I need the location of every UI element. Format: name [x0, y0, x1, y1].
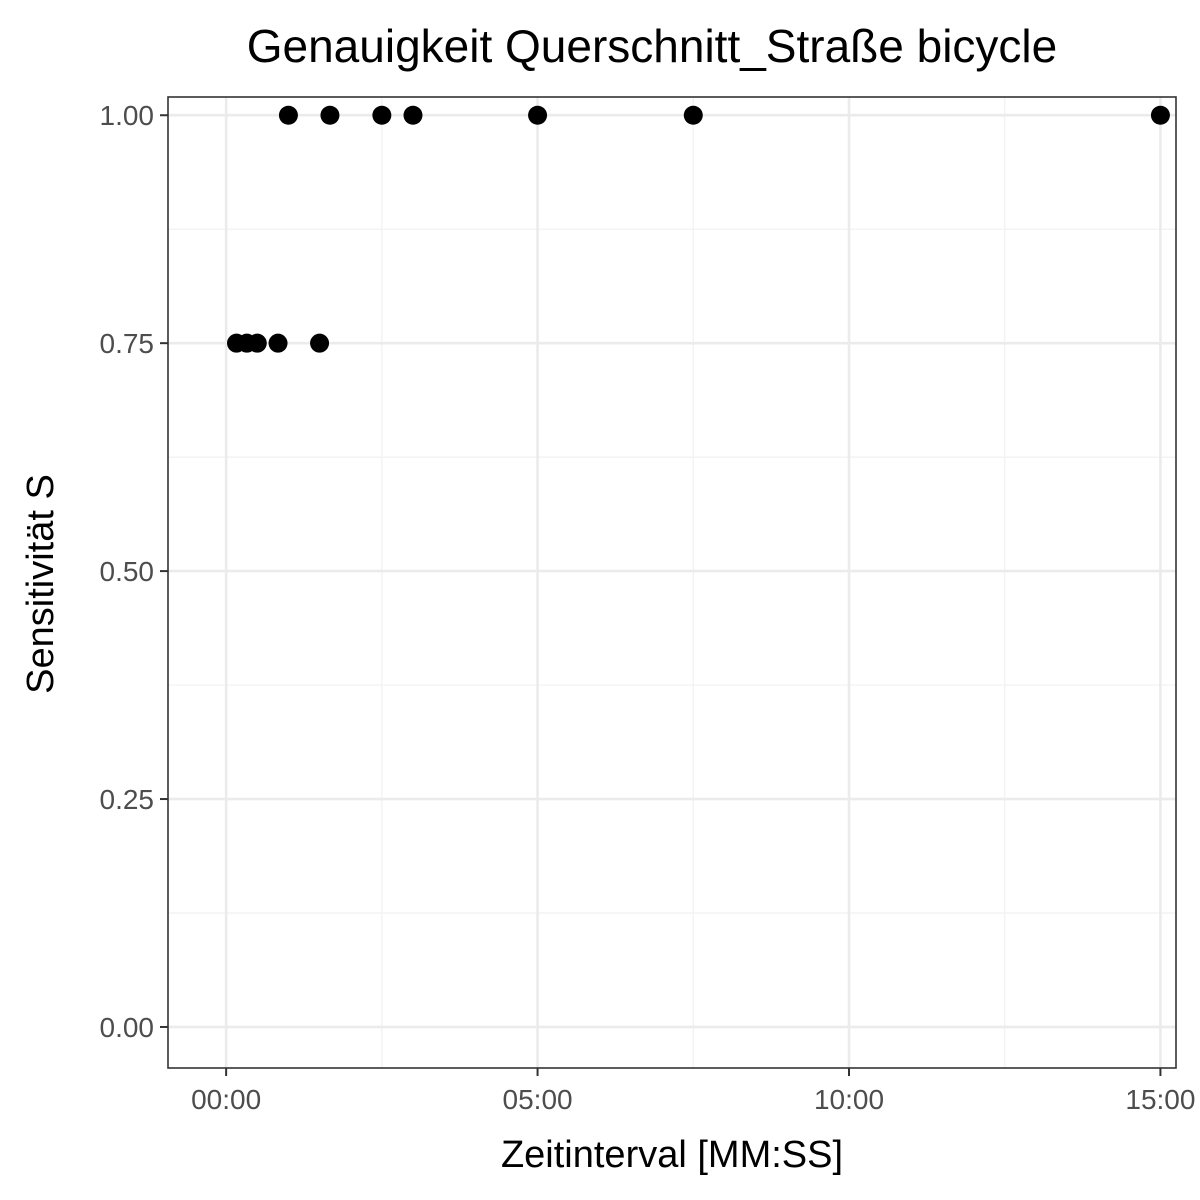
axis-ticks [160, 114, 1162, 1076]
x-tick-label: 05:00 [503, 1084, 573, 1115]
chart-title: Genauigkeit Querschnitt_Straße bicycle [247, 20, 1058, 72]
data-point [310, 333, 330, 353]
plot-panel-border [167, 96, 1177, 1069]
data-point [372, 105, 392, 125]
minor-gridlines [168, 97, 1176, 1068]
data-point [320, 105, 340, 125]
x-tick-label: 00:00 [191, 1084, 261, 1115]
x-tick-label: 10:00 [814, 1084, 884, 1115]
major-gridlines [168, 97, 1176, 1068]
data-points [227, 105, 1170, 353]
x-tick-label: 15:00 [1125, 1084, 1195, 1115]
data-point [528, 105, 548, 125]
data-point [1150, 105, 1170, 125]
data-point [403, 105, 423, 125]
data-point [247, 333, 267, 353]
data-point [268, 333, 288, 353]
y-tick-label: 1.00 [100, 100, 155, 131]
y-tick-label: 0.00 [100, 1012, 155, 1043]
data-point [278, 105, 298, 125]
y-axis-title: Sensitivität S [20, 474, 62, 694]
y-tick-label: 0.75 [100, 328, 155, 359]
x-axis-title: Zeitinterval [MM:SS] [501, 1134, 843, 1176]
data-point [683, 105, 703, 125]
y-tick-label: 0.25 [100, 784, 155, 815]
y-tick-label: 0.50 [100, 556, 155, 587]
tick-labels: 00:00 05:00 10:00 15:00 0.00 0.25 0.50 0.75 1.00 [100, 100, 1196, 1115]
